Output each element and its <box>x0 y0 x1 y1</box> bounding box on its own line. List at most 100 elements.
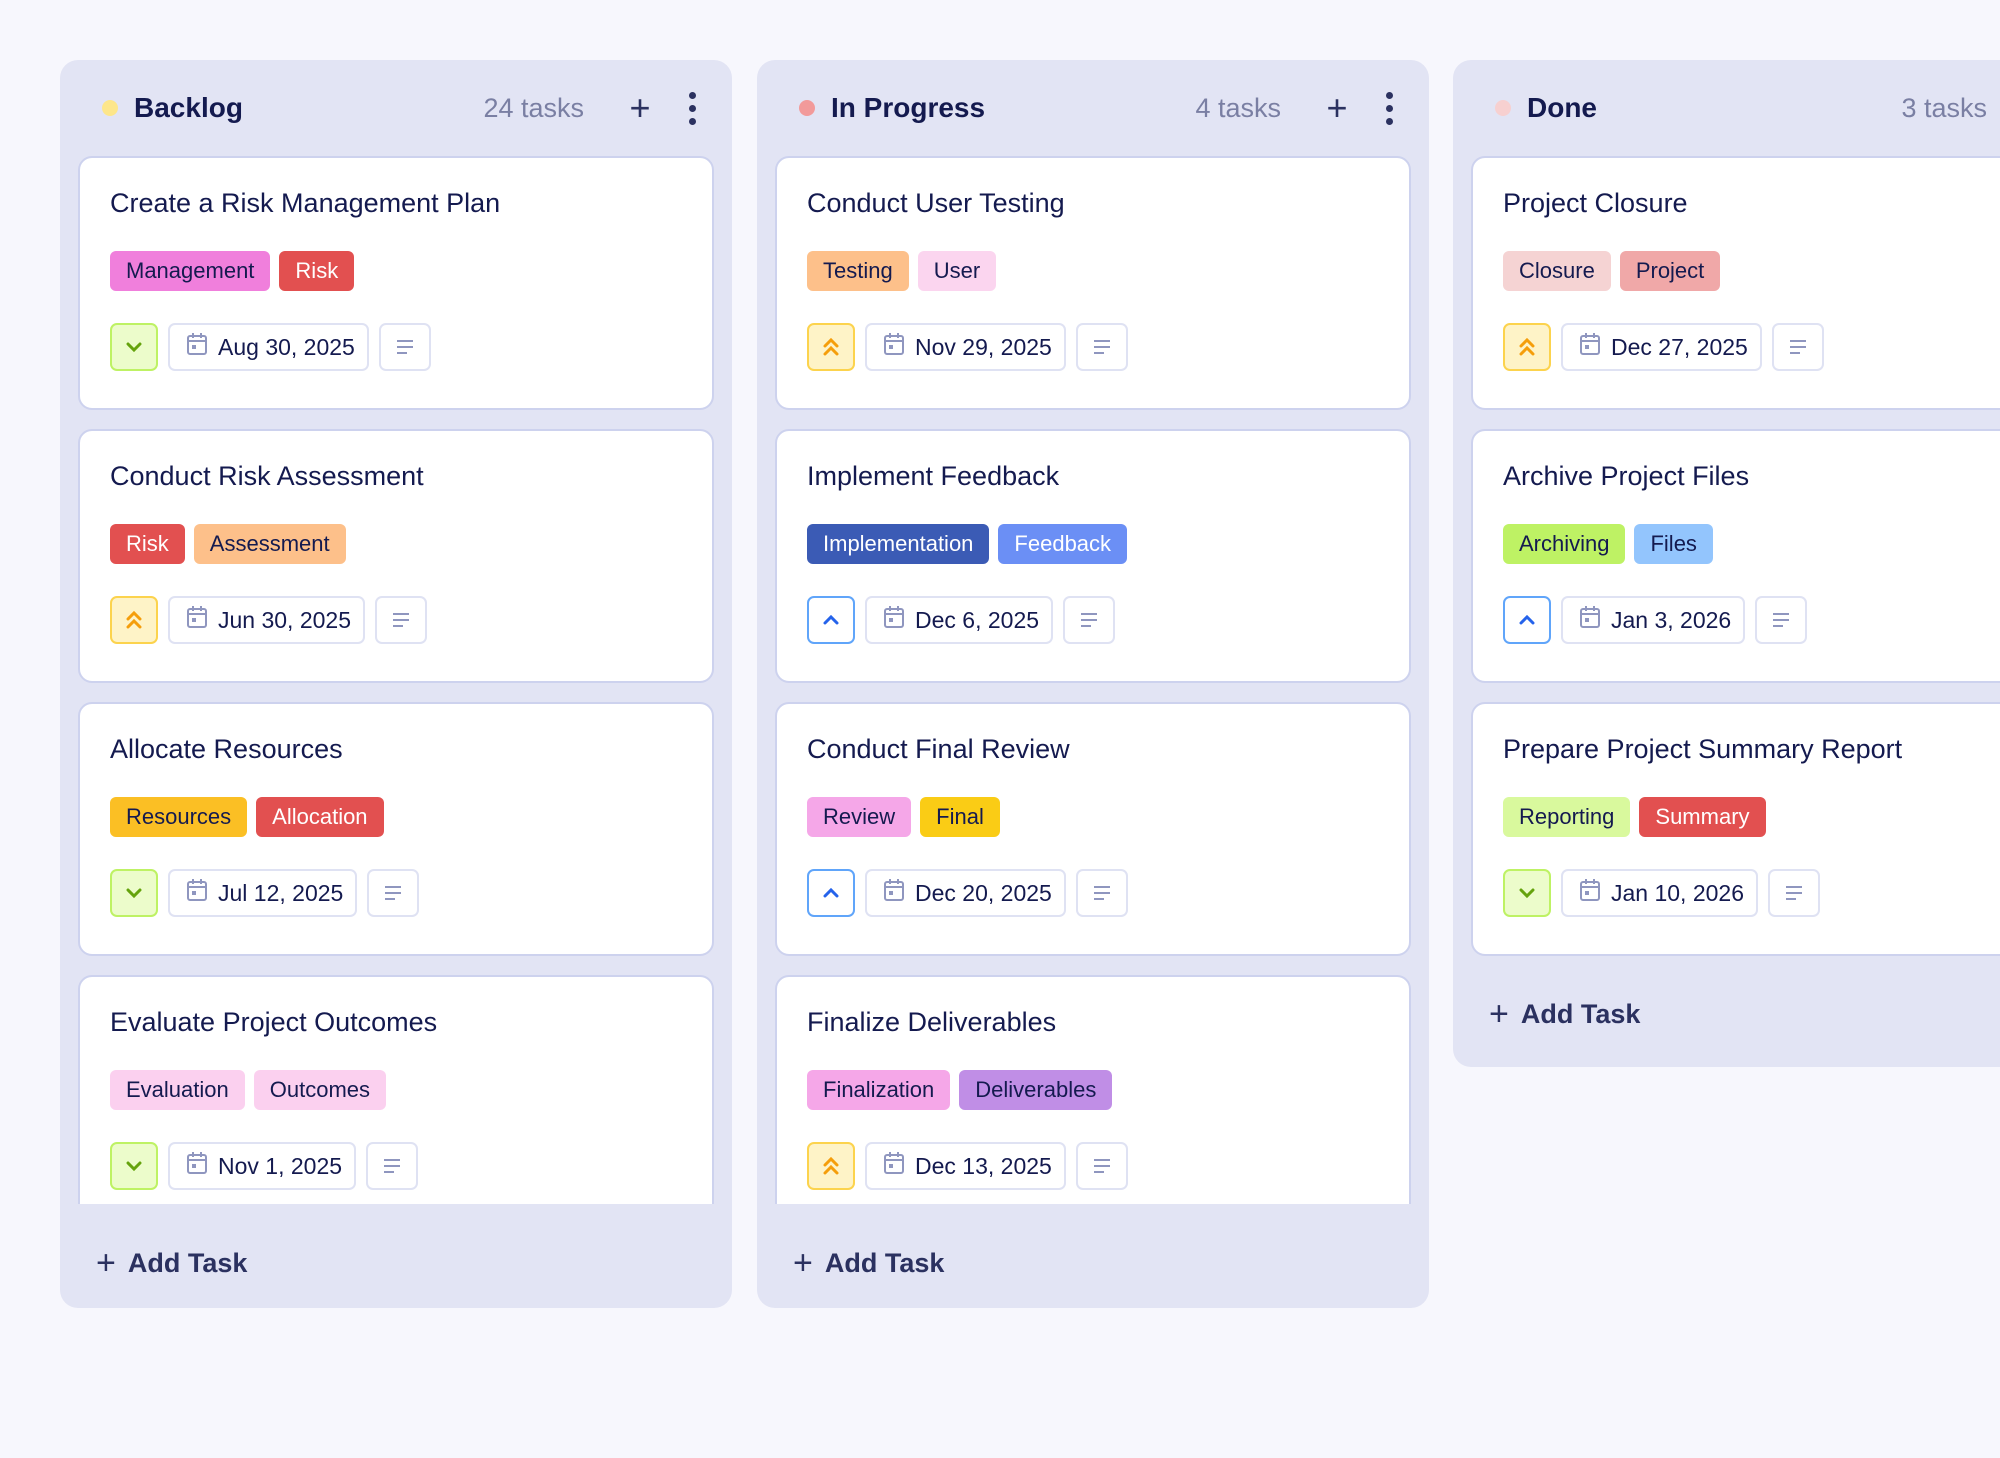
task-card[interactable]: Project Closure Closure Project Dec 27, 2… <box>1471 156 2000 410</box>
due-date: Nov 1, 2025 <box>218 1152 343 1179</box>
tag: Feedback <box>998 524 1128 564</box>
task-card[interactable]: Evaluate Project Outcomes Evaluation Outc… <box>78 975 714 1229</box>
tag: Closure <box>1503 251 1611 291</box>
task-card[interactable]: Create a Risk Management Plan Management… <box>78 156 714 410</box>
priority-high-icon[interactable] <box>807 323 855 371</box>
tag: Management <box>110 251 271 291</box>
add-task-label: Add Task <box>824 1247 945 1278</box>
tag: User <box>917 251 997 291</box>
due-date-button[interactable]: Nov 1, 2025 <box>168 1142 357 1190</box>
priority-low-icon[interactable] <box>110 869 158 917</box>
description-icon[interactable] <box>1075 323 1128 371</box>
tag: Deliverables <box>959 1070 1113 1110</box>
description-icon[interactable] <box>1075 1142 1128 1190</box>
card-meta: Nov 29, 2025 <box>807 323 1379 371</box>
priority-low-icon[interactable] <box>110 1142 158 1190</box>
calendar-icon <box>883 878 905 908</box>
due-date: Nov 29, 2025 <box>915 333 1052 360</box>
due-date: Jun 30, 2025 <box>218 606 352 633</box>
priority-high-icon[interactable] <box>110 596 158 644</box>
tag: Assessment <box>193 524 346 564</box>
calendar-icon <box>186 1151 208 1181</box>
card-list: Project Closure Closure Project Dec 27, 2… <box>1453 156 2000 956</box>
card-list: Create a Risk Management Plan Management… <box>60 156 732 1229</box>
due-date-button[interactable]: Nov 29, 2025 <box>865 323 1066 371</box>
card-meta: Jan 10, 2026 <box>1503 869 2000 917</box>
column-backlog: Backlog 24 tasks + Create a Risk Managem… <box>60 60 732 1308</box>
priority-high-icon[interactable] <box>1503 323 1551 371</box>
tag: Archiving <box>1503 524 1626 564</box>
plus-icon: + <box>1489 994 1509 1033</box>
due-date-button[interactable]: Dec 13, 2025 <box>865 1142 1066 1190</box>
tag: Implementation <box>807 524 990 564</box>
tag-list: Implementation Feedback <box>807 524 1379 564</box>
description-icon[interactable] <box>367 869 420 917</box>
more-options-icon[interactable] <box>682 91 702 125</box>
due-date-button[interactable]: Jul 12, 2025 <box>168 869 358 917</box>
task-title: Implement Feedback <box>807 461 1060 491</box>
description-icon[interactable] <box>375 596 428 644</box>
priority-medium-icon[interactable] <box>1503 596 1551 644</box>
task-card[interactable]: Conduct Risk Assessment Risk Assessment J… <box>78 429 714 683</box>
card-meta: Jun 30, 2025 <box>110 596 682 644</box>
task-card[interactable]: Conduct User Testing Testing User Nov 29,… <box>775 156 1411 410</box>
tag: Risk <box>110 524 185 564</box>
task-card[interactable]: Implement Feedback Implementation Feedbac… <box>775 429 1411 683</box>
status-dot <box>1495 100 1511 116</box>
due-date-button[interactable]: Dec 6, 2025 <box>865 596 1054 644</box>
column-done: Done 3 tasks Project Closure Closure Proj… <box>1453 60 2000 1067</box>
priority-medium-icon[interactable] <box>807 869 855 917</box>
tag-list: Reporting Summary <box>1503 797 2000 837</box>
column-title: In Progress <box>831 92 986 123</box>
description-icon[interactable] <box>1755 596 1808 644</box>
add-task-button[interactable]: + Add Task <box>757 1218 944 1308</box>
calendar-icon <box>883 605 905 635</box>
tag: Evaluation <box>110 1070 245 1110</box>
task-card[interactable]: Prepare Project Summary Report Reporting… <box>1471 702 2000 956</box>
status-dot <box>102 100 118 116</box>
due-date-button[interactable]: Aug 30, 2025 <box>168 323 369 371</box>
description-icon[interactable] <box>366 1142 419 1190</box>
task-card[interactable]: Finalize Deliverables Finalization Delive… <box>775 975 1411 1229</box>
priority-low-icon[interactable] <box>110 323 158 371</box>
tag-list: Resources Allocation <box>110 797 682 837</box>
tag: Allocation <box>256 797 384 837</box>
description-icon[interactable] <box>1771 323 1824 371</box>
description-icon[interactable] <box>1768 869 1821 917</box>
card-list: Conduct User Testing Testing User Nov 29,… <box>757 156 1429 1229</box>
priority-low-icon[interactable] <box>1503 869 1551 917</box>
calendar-icon <box>883 332 905 362</box>
description-icon[interactable] <box>378 323 431 371</box>
tag: Summary <box>1639 797 1766 837</box>
column-title: Backlog <box>134 92 243 123</box>
task-card[interactable]: Archive Project Files Archiving Files Jan… <box>1471 429 2000 683</box>
due-date-button[interactable]: Jun 30, 2025 <box>168 596 366 644</box>
calendar-icon <box>883 1151 905 1181</box>
due-date: Jan 10, 2026 <box>1611 879 1745 906</box>
due-date-button[interactable]: Jan 3, 2026 <box>1561 596 1746 644</box>
card-meta: Aug 30, 2025 <box>110 323 682 371</box>
due-date-button[interactable]: Jan 10, 2026 <box>1561 869 1759 917</box>
task-card[interactable]: Conduct Final Review Review Final Dec 20,… <box>775 702 1411 956</box>
task-card[interactable]: Allocate Resources Resources Allocation J… <box>78 702 714 956</box>
tag-list: Closure Project <box>1503 251 2000 291</box>
add-task-icon-button[interactable]: + <box>1326 87 1348 128</box>
add-task-icon-button[interactable]: + <box>629 87 651 128</box>
status-dot <box>799 100 815 116</box>
add-task-button[interactable]: + Add Task <box>60 1218 247 1308</box>
due-date-button[interactable]: Dec 27, 2025 <box>1561 323 1762 371</box>
task-count: 24 tasks <box>483 92 584 123</box>
description-icon[interactable] <box>1075 869 1128 917</box>
more-options-icon[interactable] <box>1379 91 1399 125</box>
add-task-button[interactable]: + Add Task <box>1453 969 2000 1059</box>
priority-medium-icon[interactable] <box>807 596 855 644</box>
task-title: Evaluate Project Outcomes <box>110 1007 438 1037</box>
priority-high-icon[interactable] <box>807 1142 855 1190</box>
tag: Reporting <box>1503 797 1631 837</box>
due-date: Dec 27, 2025 <box>1611 333 1748 360</box>
card-meta: Dec 27, 2025 <box>1503 323 2000 371</box>
description-icon[interactable] <box>1063 596 1116 644</box>
task-title: Finalize Deliverables <box>807 1007 1057 1037</box>
calendar-icon <box>1579 605 1601 635</box>
due-date-button[interactable]: Dec 20, 2025 <box>865 869 1066 917</box>
